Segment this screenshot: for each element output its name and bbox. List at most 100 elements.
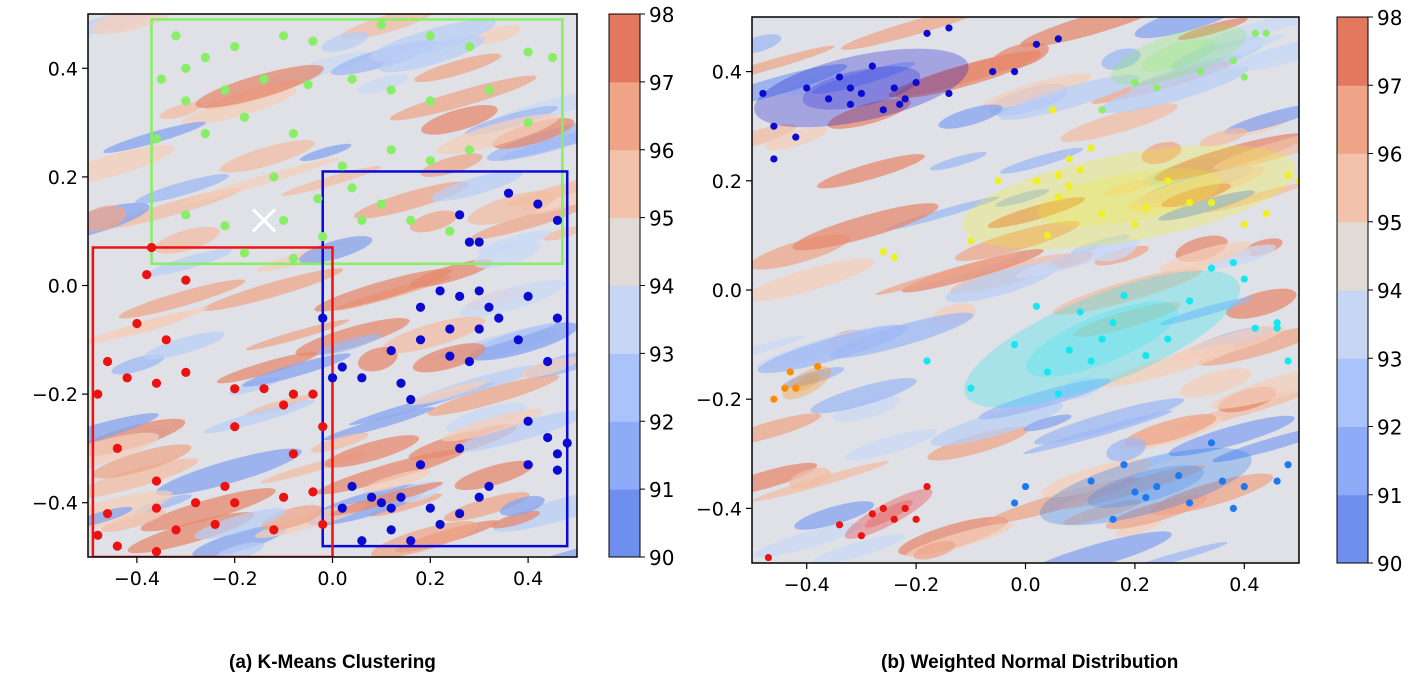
cyan-data-point — [1054, 390, 1062, 398]
contour-band — [1000, 147, 1084, 174]
orange-data-point — [814, 362, 822, 371]
cyan-data-point — [1273, 319, 1281, 327]
blue-data-point — [327, 373, 338, 383]
green-data-point — [484, 85, 494, 95]
red-data-point — [102, 508, 113, 519]
sky-data-point — [1207, 439, 1216, 447]
contour-band — [901, 249, 1044, 293]
kmeans-panel: −0.4 −0.2 0.0 0.2 0.4 −0.4 −0.2 0.0 0.2 0.4 — [32, 13, 578, 590]
contour-band — [1059, 464, 1206, 510]
contour-band — [1063, 499, 1142, 525]
colorbar-tick-label: 91 — [1377, 484, 1402, 508]
centroid-marker — [251, 208, 277, 233]
cyan-data-point — [1010, 341, 1019, 349]
contour-band — [874, 252, 1020, 296]
blue-data-point — [367, 492, 377, 502]
colorbar-band — [1337, 153, 1368, 223]
contour-band — [88, 506, 133, 528]
contour-band — [492, 117, 575, 149]
cyan-data-point — [1207, 264, 1216, 272]
y-tick-label: 0.2 — [712, 171, 742, 193]
sky-data-point — [1218, 477, 1227, 485]
blue-data-point — [503, 188, 514, 198]
x-tick-label: −0.4 — [784, 574, 830, 596]
yellow-data-point — [1065, 182, 1073, 190]
cluster-points — [759, 24, 1299, 562]
contour-band — [1197, 34, 1285, 62]
contour-band — [1226, 37, 1299, 69]
colorbar-band — [609, 489, 640, 558]
green-data-point — [288, 128, 298, 139]
contour-band — [1023, 414, 1072, 432]
contour-band — [817, 154, 925, 189]
contour-band — [486, 116, 577, 162]
yellow-data-point — [994, 177, 1002, 185]
caption-a: (a) K-Means Clustering — [229, 652, 436, 673]
blue-data-point — [513, 335, 523, 345]
red-data-point — [890, 515, 898, 523]
contour-band — [1101, 48, 1141, 70]
red-data-point — [279, 400, 289, 410]
contour-band — [1070, 234, 1130, 254]
cyan-data-point — [1109, 319, 1117, 327]
orange-data-point — [786, 368, 794, 376]
blue-data-point — [868, 62, 876, 70]
orange-data-point — [781, 384, 789, 392]
contour-band — [810, 377, 917, 414]
red-data-point — [151, 378, 162, 388]
colorbar-tick-label: 92 — [649, 410, 674, 434]
green-data-point — [386, 85, 396, 95]
cyan-data-point — [1098, 335, 1106, 343]
blue-data-point — [770, 122, 778, 130]
yellow-data-point — [1284, 171, 1292, 179]
green-data-point — [523, 118, 533, 128]
cyan-data-point — [1142, 351, 1150, 360]
green-data-point — [357, 215, 367, 225]
red-data-point — [132, 318, 142, 329]
blue-data-point — [879, 106, 887, 114]
blue-data-point — [824, 95, 833, 103]
blue-data-point — [792, 133, 800, 141]
sky-data-point — [1229, 504, 1237, 512]
x-tick-label: 0.2 — [415, 568, 445, 590]
contour-band — [1105, 495, 1208, 530]
green-data-point — [547, 52, 558, 63]
colorbar-band — [609, 149, 640, 219]
contour-band — [752, 462, 818, 497]
blue-data-point — [901, 95, 909, 103]
red-data-point — [269, 525, 279, 535]
red-data-point — [181, 275, 191, 285]
contour-band — [990, 42, 1049, 70]
blue-data-point — [770, 155, 778, 163]
contour-band — [431, 170, 523, 202]
colorbar-tick-label: 94 — [649, 275, 674, 299]
contour-band — [443, 492, 530, 522]
blue-data-point — [523, 460, 533, 470]
yellow-data-point — [1087, 144, 1095, 152]
blue-data-point — [445, 324, 455, 334]
yellow-data-point — [1142, 204, 1150, 212]
red-gaussian-ellipse — [844, 488, 933, 539]
x-tick-label: 0.2 — [1120, 574, 1150, 596]
contour-band — [840, 17, 991, 50]
contour-band — [757, 325, 908, 374]
contour-band — [369, 19, 496, 62]
colorbar-tick-label: 93 — [1377, 347, 1402, 371]
orange-data-point — [770, 395, 778, 403]
contour-band — [321, 31, 369, 52]
sky-data-point — [1186, 499, 1194, 507]
green-data-point — [156, 74, 166, 84]
contour-band — [1158, 241, 1252, 273]
green-data-point — [308, 36, 318, 46]
blue-data-point — [1010, 68, 1019, 76]
contour-band — [88, 458, 199, 499]
contour-band — [194, 508, 286, 540]
blue-data-point — [552, 215, 563, 225]
contour-band — [1212, 424, 1299, 463]
green-data-point — [523, 47, 533, 57]
blue-data-point — [386, 525, 396, 535]
sky-data-point — [1021, 482, 1030, 491]
contour-band — [155, 448, 302, 496]
cyan-data-point — [1273, 324, 1281, 332]
contour-band — [1168, 415, 1295, 457]
